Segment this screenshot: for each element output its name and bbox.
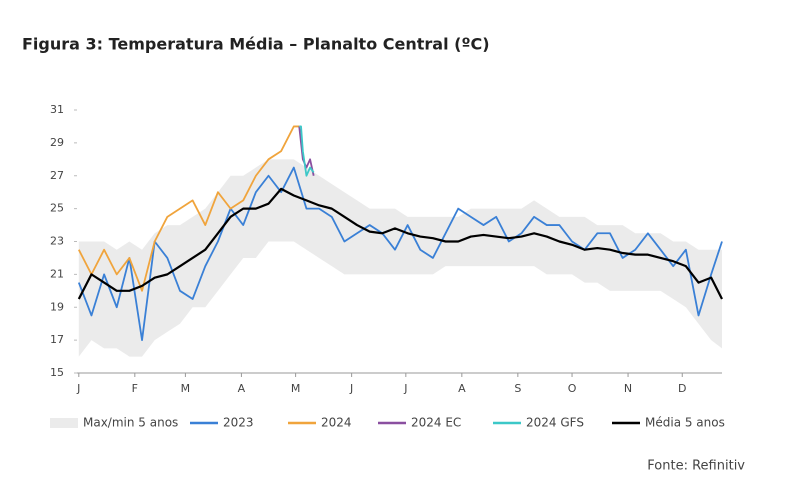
y-tick-label: 29 <box>50 136 64 149</box>
x-tick-label: A <box>458 382 466 395</box>
y-tick-label: 23 <box>50 235 64 248</box>
y-tick-label: 19 <box>50 300 64 313</box>
y-tick-label: 17 <box>50 333 64 346</box>
y-tick-label: 25 <box>50 202 64 215</box>
legend-label: 2023 <box>223 416 254 430</box>
y-tick-label: 27 <box>50 169 64 182</box>
legend-label: 2024 EC <box>411 416 461 430</box>
x-tick-label: N <box>624 382 632 395</box>
y-tick-label: 15 <box>50 366 64 379</box>
y-tick-label: 31 <box>50 103 64 116</box>
legend-label: 2024 <box>321 416 352 430</box>
x-tick-label: A <box>238 382 246 395</box>
x-tick-label: J <box>349 382 353 395</box>
legend-swatch <box>50 418 78 428</box>
legend-label: Max/min 5 anos <box>83 416 178 430</box>
line <box>77 187 723 300</box>
line <box>77 166 723 342</box>
x-tick-label: M <box>291 382 301 395</box>
x-tick-label: D <box>678 382 686 395</box>
x-tick-label: O <box>568 382 577 395</box>
x-tick-label: S <box>514 382 521 395</box>
y-tick-label: 21 <box>50 267 64 280</box>
source: Fonte: Refinitiv <box>647 459 745 474</box>
x-tick-label: F <box>132 382 138 395</box>
line <box>298 126 315 176</box>
x-tick-label: M <box>181 382 191 395</box>
chart-title: Figura 3: Temperatura Média – Planalto C… <box>22 35 490 54</box>
x-tick-label: J <box>403 382 407 395</box>
range-band <box>78 159 723 357</box>
legend-label: 2024 GFS <box>526 416 584 430</box>
line <box>299 125 315 177</box>
x-tick-label: J <box>76 382 80 395</box>
line <box>78 125 300 292</box>
legend-label: Média 5 anos <box>645 416 725 430</box>
